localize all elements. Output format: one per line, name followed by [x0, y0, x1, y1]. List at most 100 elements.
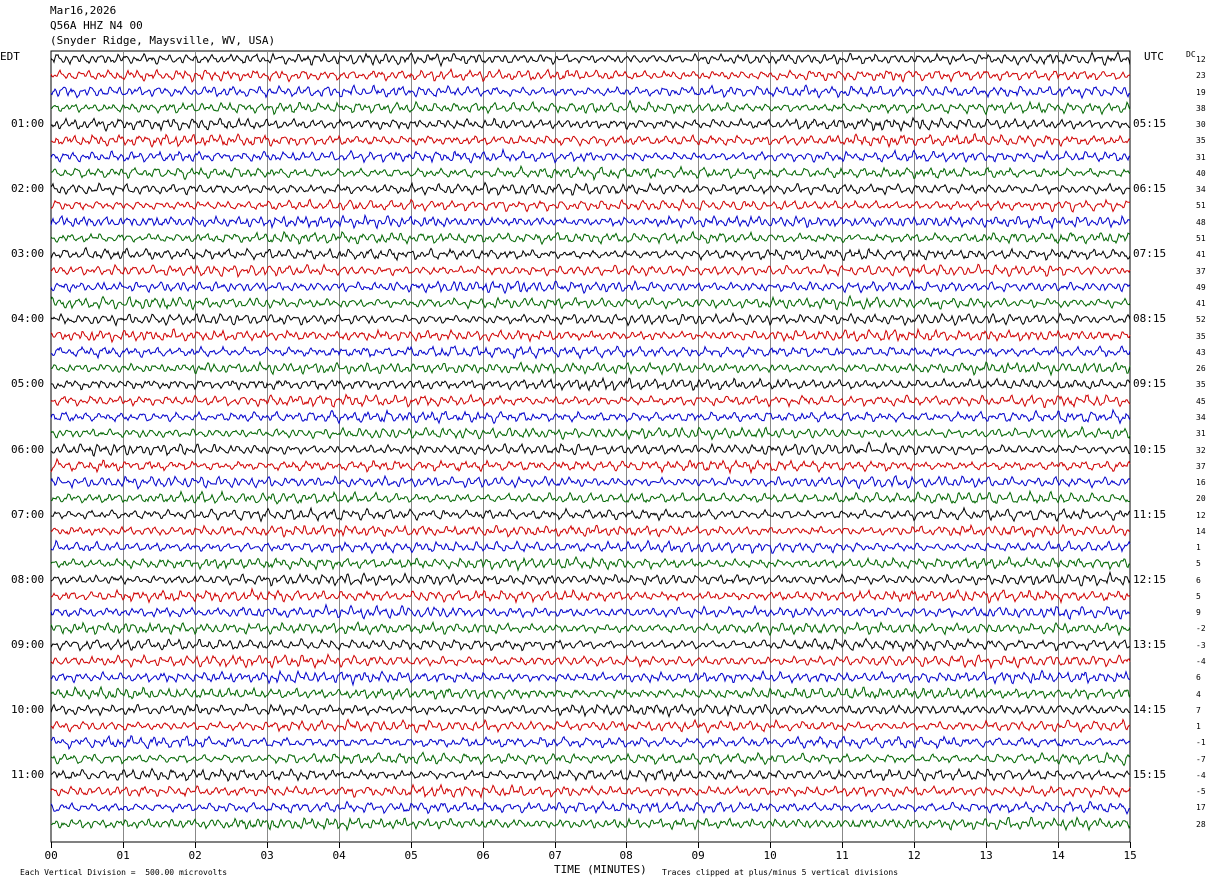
header-location: (Snyder Ridge, Maysville, WV, USA) — [50, 34, 276, 47]
seismic-trace — [50, 734, 1131, 751]
seismic-trace — [50, 669, 1131, 687]
seismic-trace — [50, 489, 1131, 505]
x-tick-label: 13 — [979, 849, 993, 862]
header-date: Mar16,2026 — [50, 4, 117, 17]
seismic-trace — [50, 408, 1131, 425]
right-hour-label: 15:15 — [1133, 767, 1167, 781]
dc-offset-label: 41 — [1196, 299, 1206, 309]
dc-offset-label: 20 — [1196, 494, 1206, 504]
seismic-trace — [50, 703, 1131, 719]
x-tick-label: 06 — [476, 849, 490, 862]
seismic-trace — [50, 99, 1131, 116]
seismic-trace — [50, 345, 1131, 360]
seismic-trace — [50, 685, 1131, 701]
right-hour-label: 14:15 — [1133, 702, 1167, 716]
seismic-trace — [50, 620, 1131, 637]
seismic-trace — [50, 393, 1131, 409]
dc-offset-label: 12 — [1196, 55, 1206, 64]
plot-frame — [50, 50, 1131, 843]
seismic-trace — [50, 555, 1131, 572]
dc-offset-label: 19 — [1196, 87, 1206, 97]
dc-offset-label: 32 — [1196, 445, 1206, 455]
dc-offset-label: 5 — [1196, 591, 1201, 601]
right-timezone-label: UTC — [1144, 50, 1164, 63]
dc-offset-label: 6 — [1196, 673, 1201, 683]
seismic-trace — [50, 132, 1131, 149]
right-hour-label: 05:15 — [1133, 117, 1167, 131]
dc-offset-label: 31 — [1196, 429, 1206, 439]
clip-note: Traces clipped at plus/minus 5 vertical … — [662, 868, 899, 877]
left-hour-label: 06:00 — [11, 442, 45, 456]
dc-offset-label: 14 — [1196, 526, 1206, 536]
seismic-trace — [50, 279, 1131, 295]
dc-offset-label: -5 — [1196, 787, 1206, 797]
right-hour-label: 08:15 — [1133, 312, 1167, 326]
seismic-trace — [50, 767, 1131, 783]
seismic-trace — [50, 506, 1131, 523]
left-hour-label: 10:00 — [11, 702, 45, 716]
x-tick-label: 03 — [260, 849, 274, 862]
left-timezone-label: EDT — [0, 50, 20, 63]
x-tick-label: 11 — [835, 849, 849, 862]
left-hour-label: 08:00 — [11, 572, 45, 586]
x-tick-label: 01 — [116, 849, 130, 862]
dc-offset-label: -1 — [1196, 738, 1206, 748]
dc-offset-label: 34 — [1196, 412, 1206, 422]
dc-offset-label: 16 — [1196, 478, 1206, 488]
left-hour-label: 05:00 — [11, 377, 45, 391]
seismic-trace — [50, 441, 1131, 457]
dc-offset-label: 30 — [1196, 120, 1206, 130]
seismic-trace — [50, 587, 1131, 605]
dc-offset-label: 48 — [1196, 217, 1206, 227]
seismic-trace — [50, 213, 1131, 230]
left-hour-label: 01:00 — [11, 117, 45, 131]
dc-offset-label: 49 — [1196, 282, 1206, 292]
dc-offset-label: 1 — [1196, 543, 1201, 553]
left-hour-label: 11:00 — [11, 767, 45, 781]
seismic-trace — [50, 539, 1131, 555]
dc-offset-label: 52 — [1196, 315, 1206, 325]
dc-offset-label: 31 — [1196, 152, 1206, 162]
left-hour-label: 07:00 — [11, 507, 45, 521]
dc-offset-label: -4 — [1196, 657, 1206, 667]
dc-offset-label: 51 — [1196, 201, 1206, 211]
x-axis-title: TIME (MINUTES) — [554, 863, 647, 876]
left-hour-label: 04:00 — [11, 312, 45, 326]
left-hour-label: 09:00 — [11, 637, 45, 651]
dc-offset-label: -4 — [1196, 770, 1206, 780]
x-tick-label: 14 — [1051, 849, 1065, 862]
dc-offset-label: -7 — [1196, 754, 1206, 764]
seismic-trace — [50, 637, 1131, 653]
right-hour-label: 12:15 — [1133, 572, 1167, 586]
dc-offset-label: 40 — [1196, 168, 1206, 178]
seismic-trace — [50, 311, 1131, 327]
dc-offset-label: 51 — [1196, 233, 1206, 243]
dc-offset-label: 1 — [1196, 722, 1201, 732]
seismic-trace — [50, 603, 1131, 620]
dc-offset-label: 12 — [1196, 510, 1206, 520]
seismic-trace — [50, 181, 1131, 196]
left-hour-label: 03:00 — [11, 247, 45, 261]
x-tick-label: 04 — [332, 849, 346, 862]
dc-offset-label: 9 — [1196, 608, 1201, 618]
x-tick-label: 09 — [691, 849, 705, 862]
seismic-trace — [50, 67, 1131, 83]
dc-offset-label: 28 — [1196, 819, 1206, 829]
seismic-trace — [50, 230, 1131, 246]
x-tick-label: 15 — [1123, 849, 1137, 862]
x-tick-label: 07 — [548, 849, 562, 862]
seismic-trace — [50, 816, 1131, 832]
seismic-trace — [50, 783, 1131, 800]
left-hour-label: 02:00 — [11, 182, 45, 196]
dc-offset-label: 34 — [1196, 185, 1206, 195]
dc-offset-label: -2 — [1196, 624, 1206, 634]
x-tick-label: 08 — [619, 849, 633, 862]
seismic-trace — [50, 751, 1131, 767]
dc-offset-header: DC — [1186, 50, 1196, 59]
x-tick-label: 12 — [907, 849, 921, 862]
dc-offset-label: 37 — [1196, 266, 1206, 276]
dc-offset-label: 41 — [1196, 250, 1206, 260]
seismic-trace — [50, 474, 1131, 490]
seismic-trace — [50, 147, 1131, 164]
